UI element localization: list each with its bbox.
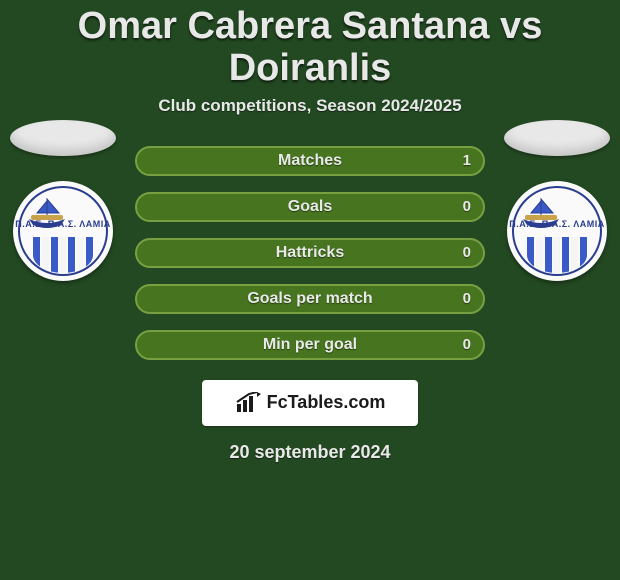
player-left: Π.Α.Ε. Π.Α.Σ. ΛΑΜΙΑ xyxy=(8,120,118,281)
stat-row: Goals per match 0 xyxy=(135,284,485,314)
page-title: Omar Cabrera Santana vs Doiranlis xyxy=(10,6,610,90)
stat-row: Goals 0 xyxy=(135,192,485,222)
player-silhouette-icon xyxy=(504,120,610,156)
stat-label: Goals per match xyxy=(247,290,372,308)
stat-label: Hattricks xyxy=(276,244,344,262)
club-badge-right: Π.Α.Ε. Π.Α.Σ. ΛΑΜΙΑ xyxy=(507,181,607,281)
comparison-card: Omar Cabrera Santana vs Doiranlis Club c… xyxy=(0,0,620,580)
stat-label: Goals xyxy=(288,198,332,216)
stat-value-right: 0 xyxy=(463,240,471,266)
club-badge-text: Π.Α.Ε. Π.Α.Σ. ΛΑΜΙΑ xyxy=(507,219,607,229)
stat-label: Min per goal xyxy=(263,336,357,354)
page-subtitle: Club competitions, Season 2024/2025 xyxy=(0,96,620,116)
stat-value-right: 0 xyxy=(463,332,471,358)
stat-row: Hattricks 0 xyxy=(135,238,485,268)
stat-label: Matches xyxy=(278,152,342,170)
stat-row: Min per goal 0 xyxy=(135,330,485,360)
brand-link[interactable]: FcTables.com xyxy=(202,380,418,426)
stats-list: Matches 1 Goals 0 Hattricks 0 Goals per … xyxy=(135,146,485,360)
stat-row: Matches 1 xyxy=(135,146,485,176)
stat-value-right: 0 xyxy=(463,194,471,220)
bar-chart-icon xyxy=(235,392,263,414)
date-text: 20 september 2024 xyxy=(0,442,620,463)
stat-value-right: 1 xyxy=(463,148,471,174)
player-silhouette-icon xyxy=(10,120,116,156)
club-badge-left: Π.Α.Ε. Π.Α.Σ. ΛΑΜΙΑ xyxy=(13,181,113,281)
player-right: Π.Α.Ε. Π.Α.Σ. ΛΑΜΙΑ xyxy=(502,120,612,281)
stat-value-right: 0 xyxy=(463,286,471,312)
brand-text: FcTables.com xyxy=(267,392,386,413)
club-badge-text: Π.Α.Ε. Π.Α.Σ. ΛΑΜΙΑ xyxy=(13,219,113,229)
